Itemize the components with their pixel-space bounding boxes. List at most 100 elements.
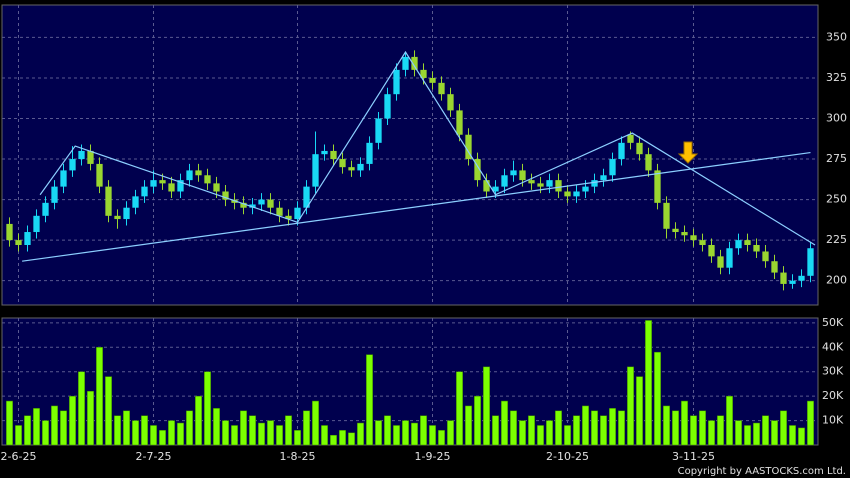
candle-body <box>573 191 580 197</box>
candle-body <box>789 280 796 284</box>
candle-body <box>222 191 229 200</box>
volume-bar <box>492 415 499 446</box>
volume-bar <box>204 371 211 446</box>
candle-body <box>717 256 724 268</box>
y-tick-label: 225 <box>826 233 847 246</box>
candle-body <box>177 180 184 192</box>
candle-body <box>78 150 85 160</box>
volume-bar <box>555 410 562 446</box>
candle-body <box>42 202 49 216</box>
volume-bar <box>402 420 409 446</box>
candle-body <box>762 251 769 262</box>
candle-body <box>123 207 130 220</box>
candle-body <box>195 170 202 176</box>
candle-body <box>276 207 283 216</box>
volume-tick-label: 40K <box>822 340 844 353</box>
volume-bar <box>744 425 751 446</box>
volume-bar <box>483 366 490 446</box>
volume-bar <box>393 425 400 446</box>
volume-bar <box>384 415 391 446</box>
candle-body <box>600 175 607 181</box>
trendline <box>22 151 811 262</box>
candle-body <box>528 180 535 184</box>
candle-body <box>357 163 364 171</box>
volume-bar <box>87 391 94 446</box>
candle-body <box>681 232 688 236</box>
volume-bar <box>213 408 220 446</box>
candle-body <box>303 186 310 208</box>
volume-bar <box>123 410 130 446</box>
candle-body <box>429 77 436 83</box>
volume-bar <box>303 410 310 446</box>
volume-bar <box>609 408 616 446</box>
y-tick-label: 350 <box>826 30 847 43</box>
volume-bar <box>105 376 112 446</box>
candle-body <box>330 150 337 160</box>
candle-body <box>312 154 319 187</box>
volume-bar <box>546 420 553 446</box>
volume-bar <box>798 427 805 446</box>
y-tick-label: 200 <box>826 274 847 287</box>
candle-body <box>591 180 598 187</box>
candle-body <box>465 134 472 160</box>
volume-bar <box>276 425 283 446</box>
candle-body <box>654 170 661 203</box>
volume-bar <box>69 395 76 446</box>
volume-bar <box>600 415 607 446</box>
volume-bar <box>456 371 463 446</box>
candle-body <box>33 215 40 233</box>
candle-body <box>366 142 373 164</box>
volume-bar <box>690 415 697 446</box>
x-tick-label: 2-10-25 <box>546 450 589 463</box>
candle-body <box>546 180 553 187</box>
candle-body <box>690 235 697 241</box>
candle-body <box>582 186 589 192</box>
volume-bar <box>294 430 301 446</box>
candle-body <box>645 154 652 171</box>
candle-body <box>663 202 670 229</box>
y-tick-label: 275 <box>826 152 847 165</box>
volume-bar <box>285 415 292 446</box>
candle-body <box>204 175 211 184</box>
volume-tick-label: 20K <box>822 389 844 402</box>
volume-bar <box>510 410 517 446</box>
candle-body <box>24 232 31 245</box>
candle-body <box>132 196 139 208</box>
candle-body <box>375 118 382 143</box>
volume-bar <box>51 405 58 446</box>
x-tick-label: 2-6-25 <box>1 450 37 463</box>
volume-bar <box>699 410 706 446</box>
volume-bar <box>132 420 139 446</box>
candle-body <box>807 248 814 276</box>
x-tick-label: 3-11-25 <box>672 450 715 463</box>
candle-body <box>159 180 166 184</box>
volume-bar <box>258 422 265 446</box>
candle-body <box>294 207 301 220</box>
candle-body <box>780 272 787 284</box>
volume-bar <box>474 395 481 446</box>
volume-bar <box>789 425 796 446</box>
volume-bar <box>195 395 202 446</box>
volume-bar <box>654 351 661 446</box>
candle-body <box>483 180 490 192</box>
candle-body <box>168 183 175 192</box>
candle-body <box>609 159 616 176</box>
candle-body <box>348 167 355 171</box>
volume-bar <box>591 410 598 446</box>
volume-bar <box>33 408 40 446</box>
volume-bar <box>645 320 652 446</box>
volume-bar <box>6 400 13 446</box>
volume-bar <box>753 422 760 446</box>
volume-bar <box>96 347 103 446</box>
candle-body <box>708 245 715 257</box>
volume-bar <box>348 432 355 446</box>
volume-bar <box>807 400 814 446</box>
volume-bar <box>447 420 454 446</box>
volume-bar <box>681 400 688 446</box>
candle-body <box>213 183 220 192</box>
volume-bar <box>186 410 193 446</box>
volume-bar <box>636 376 643 446</box>
volume-bar <box>177 422 184 446</box>
candle-body <box>114 215 121 220</box>
candle-body <box>636 142 643 155</box>
